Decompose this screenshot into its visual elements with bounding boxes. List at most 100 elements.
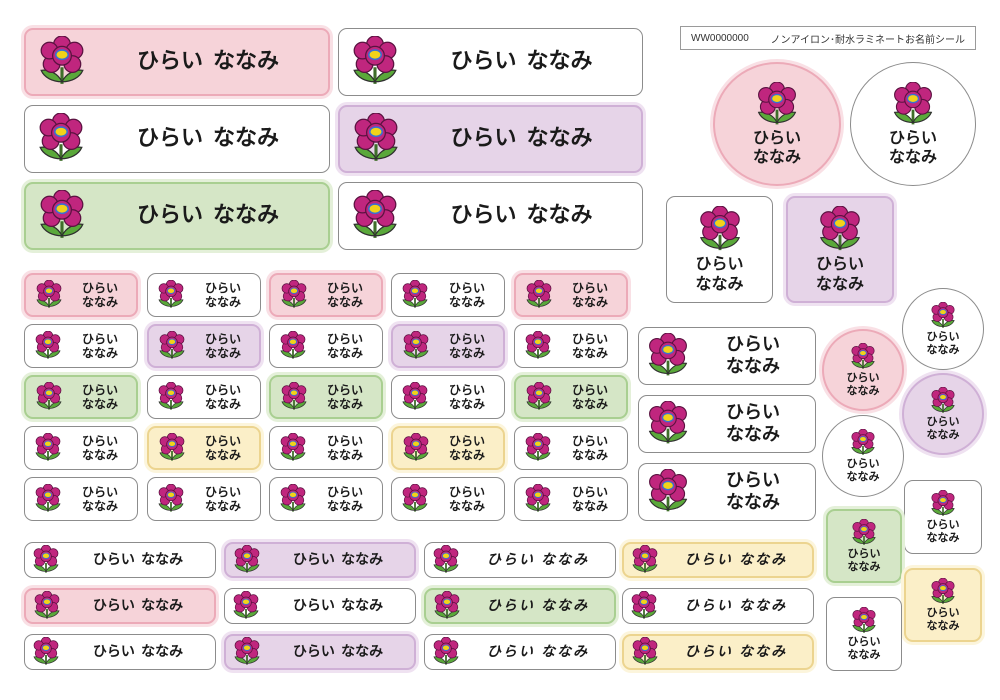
- name-text: ひらい ななみ: [401, 49, 642, 75]
- given-name: ななみ: [204, 448, 241, 462]
- family-name: ひらい: [292, 551, 335, 568]
- name-label: ひらい ななみ: [424, 588, 616, 624]
- name-text: ひらい ななみ: [61, 552, 215, 569]
- family-name: ひらい: [448, 484, 485, 499]
- flower-icon: [699, 206, 740, 251]
- name-text: ひらい ななみ: [87, 126, 329, 152]
- name-label: ひらい ななみ: [514, 273, 628, 317]
- name-text: ひらい ななみ: [187, 332, 259, 361]
- flower-icon: [35, 484, 61, 512]
- given-name: ななみ: [571, 346, 608, 360]
- family-name: ひらい: [726, 470, 780, 492]
- name-text: ひらい ななみ: [186, 383, 260, 412]
- given-name: ななみ: [888, 147, 937, 166]
- name-text: ひらい ななみ: [64, 281, 136, 310]
- family-name: ひらい: [448, 331, 485, 346]
- family-name: ひらい: [92, 551, 135, 568]
- name-text: ひらい ななみ: [816, 254, 864, 292]
- family-name: ひらい: [726, 334, 780, 356]
- name-text: ひらい ななみ: [848, 547, 881, 573]
- given-name: ななみ: [739, 643, 788, 660]
- name-text: ひらい ななみ: [660, 552, 812, 569]
- name-text: ひらい ななみ: [63, 434, 137, 463]
- flower-icon: [819, 206, 861, 251]
- name-text: ひらい ななみ: [691, 334, 815, 377]
- given-name: ななみ: [326, 346, 363, 360]
- name-text: ひらい ななみ: [431, 434, 503, 463]
- flower-icon: [34, 591, 60, 619]
- flower-icon: [40, 36, 84, 84]
- flower-icon: [280, 331, 306, 359]
- name-label: ひらい ななみ: [269, 375, 383, 419]
- name-text: ひらい ななみ: [927, 606, 960, 632]
- flower-icon: [632, 637, 658, 665]
- given-name: ななみ: [212, 48, 279, 74]
- family-name: ひらい: [92, 597, 135, 614]
- name-text: ひらい ななみ: [430, 281, 504, 310]
- name-text: ひらい ななみ: [88, 203, 328, 229]
- name-text: ひらい ななみ: [553, 485, 627, 514]
- flower-icon: [158, 280, 184, 308]
- given-name: ななみ: [926, 531, 960, 544]
- name-text: ひらい ななみ: [462, 598, 614, 615]
- name-label: ひらい ななみ: [147, 273, 261, 317]
- flower-icon: [402, 484, 428, 512]
- flower-icon: [851, 428, 875, 455]
- given-name: ななみ: [326, 499, 363, 513]
- family-name: ひらい: [684, 597, 733, 614]
- given-name: ななみ: [926, 619, 960, 632]
- name-label: ひらい ななみ: [24, 273, 138, 317]
- flower-icon: [402, 280, 428, 308]
- flower-icon: [158, 484, 184, 512]
- name-text: ひらい ななみ: [430, 485, 504, 514]
- given-name: ななみ: [739, 551, 788, 568]
- family-name: ひらい: [571, 382, 608, 397]
- name-text: ひらい ななみ: [308, 332, 382, 361]
- given-name: ななみ: [204, 397, 241, 411]
- name-text: ひらい ななみ: [309, 383, 381, 412]
- name-text: ひらい ななみ: [927, 330, 960, 356]
- family-name: ひらい: [204, 382, 241, 397]
- name-label: ひらい ななみ: [24, 426, 138, 470]
- given-name: ななみ: [448, 448, 485, 462]
- flower-icon: [648, 333, 688, 376]
- given-name: ななみ: [326, 448, 363, 462]
- given-name: ななみ: [846, 384, 880, 397]
- name-text: ひらい ななみ: [927, 518, 960, 544]
- flower-icon: [35, 331, 61, 359]
- family-name: ひらい: [448, 280, 485, 295]
- given-name: ななみ: [726, 492, 780, 513]
- given-name: ななみ: [541, 643, 590, 660]
- flower-icon: [159, 433, 185, 461]
- flower-icon: [36, 280, 62, 308]
- name-text: ひらい ななみ: [554, 281, 626, 310]
- name-label: ひらい ななみ: [826, 509, 902, 583]
- family-name: ひらい: [888, 127, 937, 147]
- family-name: ひらい: [204, 331, 241, 346]
- name-label: ひらい ななみ: [24, 105, 330, 173]
- name-text: ひらい ななみ: [753, 128, 801, 166]
- flower-icon: [525, 484, 551, 512]
- name-text: ひらい ななみ: [889, 128, 937, 166]
- flower-icon: [931, 301, 955, 328]
- flower-icon: [36, 382, 62, 410]
- given-name: ななみ: [81, 397, 118, 411]
- flower-icon: [39, 113, 83, 161]
- flower-icon: [433, 637, 459, 665]
- given-name: ななみ: [541, 551, 590, 568]
- name-label: ひらい ななみ: [269, 273, 383, 317]
- family-name: ひらい: [81, 331, 118, 346]
- name-text: ひらい ななみ: [186, 485, 260, 514]
- name-text: ひらい ななみ: [660, 644, 812, 661]
- name-label: ひらい ななみ: [269, 426, 383, 470]
- given-name: ななみ: [341, 551, 384, 568]
- product-header: WW0000000 ノンアイロン･耐水ラミネートお名前シール: [680, 26, 976, 50]
- flower-icon: [757, 81, 797, 125]
- flower-icon: [525, 433, 551, 461]
- name-label: ひらい ななみ: [24, 324, 138, 368]
- family-name: ひらい: [684, 643, 733, 660]
- given-name: ななみ: [81, 346, 118, 360]
- family-name: ひらい: [448, 433, 485, 448]
- name-text: ひらい ななみ: [659, 598, 813, 615]
- flower-icon: [403, 331, 429, 359]
